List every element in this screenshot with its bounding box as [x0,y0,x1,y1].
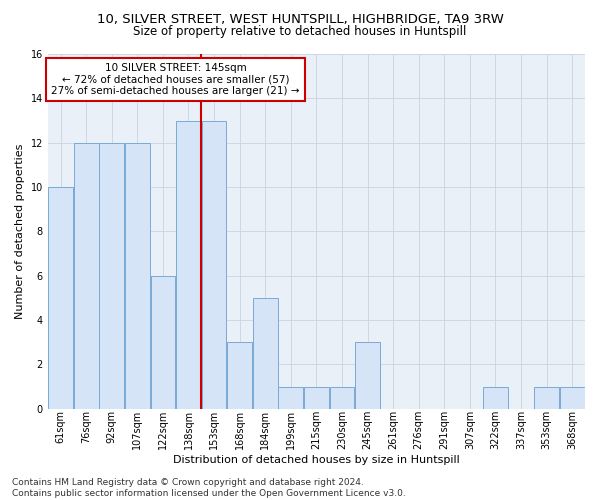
Text: Contains HM Land Registry data © Crown copyright and database right 2024.
Contai: Contains HM Land Registry data © Crown c… [12,478,406,498]
Text: 10 SILVER STREET: 145sqm
← 72% of detached houses are smaller (57)
27% of semi-d: 10 SILVER STREET: 145sqm ← 72% of detach… [52,63,300,96]
Bar [560,386,584,408]
Text: 10, SILVER STREET, WEST HUNTSPILL, HIGHBRIDGE, TA9 3RW: 10, SILVER STREET, WEST HUNTSPILL, HIGHB… [97,12,503,26]
Bar [329,386,355,408]
Bar [304,386,329,408]
Text: Size of property relative to detached houses in Huntspill: Size of property relative to detached ho… [133,25,467,38]
Bar [74,142,98,408]
Bar [227,342,252,408]
Bar [100,142,124,408]
Y-axis label: Number of detached properties: Number of detached properties [15,144,25,319]
Bar [176,120,201,408]
Bar [151,276,175,408]
Bar [534,386,559,408]
Bar [253,298,278,408]
Bar [125,142,150,408]
Bar [355,342,380,408]
X-axis label: Distribution of detached houses by size in Huntspill: Distribution of detached houses by size … [173,455,460,465]
Bar [278,386,303,408]
Bar [48,187,73,408]
Bar [483,386,508,408]
Bar [202,120,226,408]
